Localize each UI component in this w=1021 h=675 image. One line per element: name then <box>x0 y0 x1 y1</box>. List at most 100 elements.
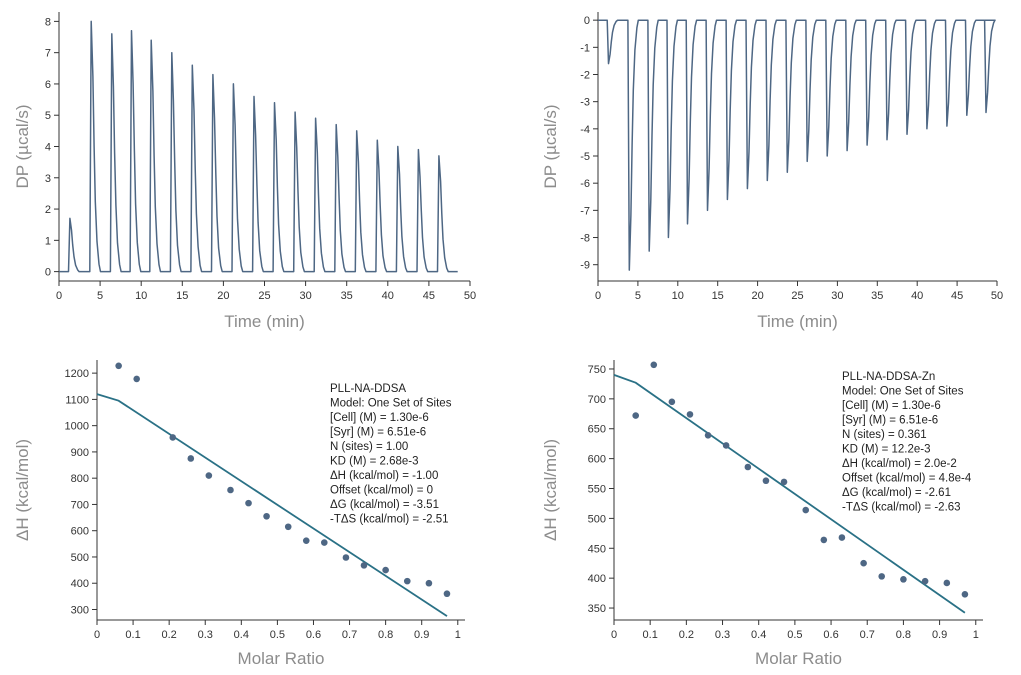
y-tick-label: 1200 <box>65 368 89 380</box>
data-point <box>921 577 929 585</box>
fit-annotation-line: ΔH (kcal/mol) = 2.0e-2 <box>842 458 957 470</box>
chart-fit-b: 0 0.1 0.2 0.3 0.4 0.5 0.6 0.7 0.8 0.9 1 350 400 450 50… <box>541 360 983 668</box>
y-tick-label: 600 <box>71 526 89 538</box>
data-point <box>838 534 846 541</box>
fit-annotation-line: Offset (kcal/mol) = 0 <box>330 485 433 497</box>
x-tick-label: 30 <box>299 290 311 302</box>
x-tick-label: 30 <box>831 290 843 302</box>
data-point <box>686 411 694 418</box>
data-point <box>860 559 867 567</box>
x-axis-label: Time (min) <box>757 312 838 331</box>
y-tick-label: 600 <box>588 454 606 466</box>
chart-dp-b: 0 5 10 15 20 25 30 35 40 45 50 0 -1 -2 -3 -4 -5 -6 -7 -8 -9 T… <box>541 12 1003 331</box>
x-tick-label: 45 <box>423 290 435 302</box>
x-tick-label: 40 <box>911 290 923 302</box>
x-tick-label: 35 <box>341 290 353 302</box>
data-point <box>632 412 640 419</box>
data-point <box>320 539 328 546</box>
y-tick-label: 400 <box>588 573 606 585</box>
x-tick-label: 35 <box>871 290 883 302</box>
y-tick-label: 1100 <box>65 394 89 406</box>
y-tick-label: -1 <box>580 42 590 54</box>
y-axis-label: DP (µcal/s) <box>541 104 560 188</box>
y-tick-label: 1 <box>45 235 51 247</box>
x-tick-label: 0.9 <box>932 629 947 641</box>
y-tick-label: 500 <box>71 552 89 564</box>
fit-annotation-line: -TΔS (kcal/mol) = -2.51 <box>330 514 449 526</box>
fit-annotation-line: N (sites) = 1.00 <box>330 441 408 453</box>
data-point <box>900 576 907 583</box>
x-tick-label: 15 <box>712 290 724 302</box>
y-tick-label: -8 <box>580 233 590 245</box>
x-tick-label: 15 <box>176 290 188 302</box>
data-point <box>187 455 195 462</box>
y-tick-label: 750 <box>588 364 606 376</box>
data-point <box>205 472 213 479</box>
x-tick-label: 5 <box>635 290 641 302</box>
x-tick-label: 0.5 <box>787 629 802 641</box>
data-point <box>704 432 712 439</box>
y-tick-label: -5 <box>580 151 590 163</box>
data-point <box>780 478 788 486</box>
fit-annotation-line: ΔG (kcal/mol) = -3.51 <box>330 499 439 511</box>
x-tick-label: 0.7 <box>342 629 357 641</box>
data-point <box>820 536 828 544</box>
dp-trace <box>59 20 458 273</box>
x-tick-label: 25 <box>791 290 803 302</box>
x-tick-label: 0.3 <box>198 629 213 641</box>
x-tick-label: 0.5 <box>270 629 285 641</box>
x-tick-label: 50 <box>464 290 476 302</box>
data-point <box>133 375 140 383</box>
y-tick-label: 0 <box>45 267 51 279</box>
fit-annotation-line: PLL-NA-DDSA <box>330 383 406 395</box>
x-tick-label: 0.7 <box>860 629 875 641</box>
x-tick-label: 0.2 <box>162 629 177 641</box>
data-point <box>227 486 234 494</box>
x-tick-label: 0 <box>595 290 601 302</box>
x-tick-label: 0.4 <box>751 629 766 641</box>
data-point <box>263 512 270 520</box>
y-tick-label: 400 <box>71 578 89 590</box>
fit-annotation-line: ΔH (kcal/mol) = -1.00 <box>330 470 438 482</box>
x-axis-label: Time (min) <box>224 312 305 331</box>
y-tick-label: 4 <box>45 142 51 154</box>
fit-annotation-line: [Cell] (M) = 1.30e-6 <box>842 400 941 412</box>
y-tick-label: -3 <box>580 97 590 109</box>
y-tick-label: 300 <box>71 604 89 616</box>
y-tick-label: 3 <box>45 173 51 185</box>
data-point <box>744 463 752 471</box>
fit-annotation-line: KD (M) = 2.68e-3 <box>330 456 419 468</box>
data-point <box>245 499 252 507</box>
y-tick-label: 550 <box>588 484 606 496</box>
fit-annotation-line: -TΔS (kcal/mol) = -2.63 <box>842 502 961 514</box>
x-tick-label: 0.8 <box>896 629 911 641</box>
fit-annotation-line: [Syr] (M) = 6.51e-6 <box>330 427 426 439</box>
x-tick-label: 0 <box>94 629 100 641</box>
dp-trace <box>598 19 996 271</box>
y-tick-label: 450 <box>588 543 606 555</box>
data-point <box>878 573 886 580</box>
y-tick-label: 2 <box>45 204 51 216</box>
x-tick-label: 0.1 <box>125 629 140 641</box>
fit-annotation-line: Offset (kcal/mol) = 4.8e-4 <box>842 473 972 485</box>
x-tick-label: 0.6 <box>823 629 838 641</box>
fit-annotation-line: PLL-NA-DDSA-Zn <box>842 371 935 383</box>
fit-line <box>96 393 448 617</box>
y-tick-label: 700 <box>71 499 89 511</box>
y-tick-label: 1000 <box>65 421 89 433</box>
data-point <box>302 537 310 544</box>
fit-annotation-line: [Cell] (M) = 1.30e-6 <box>330 412 429 424</box>
data-point <box>115 362 122 370</box>
data-point <box>762 477 770 485</box>
x-axis-label: Molar Ratio <box>238 649 325 668</box>
fit-annotation-line: ΔG (kcal/mol) = -2.61 <box>842 487 951 499</box>
data-point <box>668 398 676 406</box>
x-tick-label: 0.3 <box>715 629 730 641</box>
data-point <box>284 523 292 531</box>
y-tick-label: -9 <box>580 260 590 272</box>
x-tick-label: 20 <box>751 290 763 302</box>
y-tick-label: -7 <box>580 205 590 217</box>
y-tick-label: 900 <box>71 447 89 459</box>
